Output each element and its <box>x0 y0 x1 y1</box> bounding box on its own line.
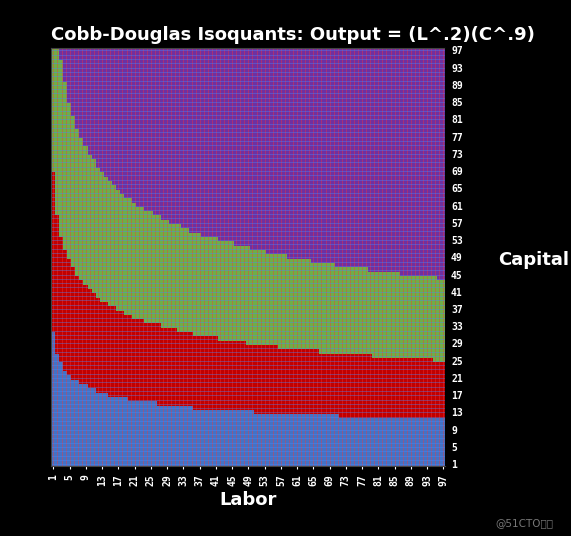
Text: Cobb-Douglas Isoquants: Output = (L^.2)(C^.9): Cobb-Douglas Isoquants: Output = (L^.2)(… <box>51 26 535 44</box>
X-axis label: Labor: Labor <box>220 492 277 509</box>
Text: @51CTO博客: @51CTO博客 <box>496 518 554 528</box>
Text: Capital: Capital <box>498 251 569 269</box>
